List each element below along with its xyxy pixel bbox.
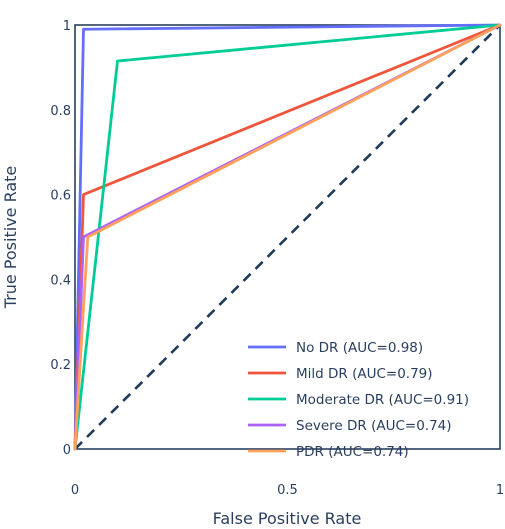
series-line-0 [73, 23, 502, 451]
x-tick-label: 0.5 [277, 483, 298, 498]
y-axis-title: True Positive Rate [1, 166, 20, 310]
legend-label: Moderate DR (AUC=0.91) [296, 392, 469, 408]
series-line-2 [73, 23, 502, 451]
legend: No DR (AUC=0.98) Mild DR (AUC=0.79) Modera… [248, 340, 469, 460]
reference-diagonal-line [74, 24, 501, 450]
y-tick-label: 0.8 [50, 104, 71, 119]
x-tick-label: 1 [496, 483, 504, 498]
x-axis-title: False Positive Rate [213, 509, 362, 528]
y-tick-label: 0.6 [50, 189, 71, 204]
plot-frame [74, 24, 501, 450]
y-tick-label: 0.2 [50, 358, 71, 373]
legend-label: Severe DR (AUC=0.74) [296, 418, 452, 434]
y-tick-label: 1 [63, 19, 71, 34]
y-tick-label: 0 [63, 443, 71, 458]
legend-label: Mild DR (AUC=0.79) [296, 366, 433, 382]
series-line-4 [73, 23, 502, 451]
x-tick-label: 0 [71, 483, 79, 498]
legend-label: PDR (AUC=0.74) [296, 444, 409, 460]
y-tick-label: 0.4 [50, 273, 71, 288]
legend-label: No DR (AUC=0.98) [296, 340, 423, 356]
